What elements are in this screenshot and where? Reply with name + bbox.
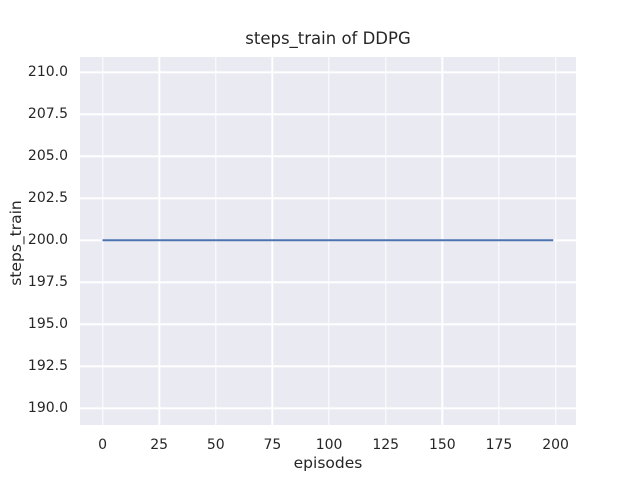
x-tick-label: 150: [428, 437, 456, 453]
y-tick-label: 197.5: [27, 274, 68, 291]
y-gridline: [80, 71, 576, 73]
x-tick-label: 0: [98, 437, 107, 453]
x-tick-label: 200: [542, 437, 569, 453]
y-tick-label: 190.0: [27, 400, 68, 417]
y-gridline: [80, 155, 576, 157]
y-tick-label: 207.5: [27, 106, 68, 123]
y-gridline: [80, 365, 576, 367]
x-tick-label: 50: [206, 437, 225, 453]
x-gridline: [554, 57, 557, 425]
x-tick-label: 75: [263, 437, 282, 453]
y-gridline: [80, 281, 576, 283]
y-tick-label: 192.5: [27, 358, 68, 375]
y-gridline: [80, 407, 576, 409]
x-tick-label: 175: [485, 437, 513, 453]
y-tick-label: 210.0: [27, 64, 68, 81]
x-axis-label: episodes: [293, 454, 363, 472]
chart-title: steps_train of DDPG: [245, 29, 411, 48]
y-tick-label: 202.5: [27, 190, 68, 207]
x-tick-label: 125: [372, 437, 400, 453]
y-tick-label: 195.0: [27, 316, 68, 333]
y-tick-label: 205.0: [27, 148, 68, 165]
y-tick-label: 200.0: [27, 232, 68, 249]
x-tick-label: 100: [315, 437, 343, 453]
x-tick-label: 25: [150, 437, 169, 453]
y-gridline: [80, 113, 576, 115]
y-gridline: [80, 197, 576, 199]
y-gridline: [80, 323, 576, 325]
series-layer: [102, 239, 554, 242]
plot-area: [80, 57, 576, 425]
